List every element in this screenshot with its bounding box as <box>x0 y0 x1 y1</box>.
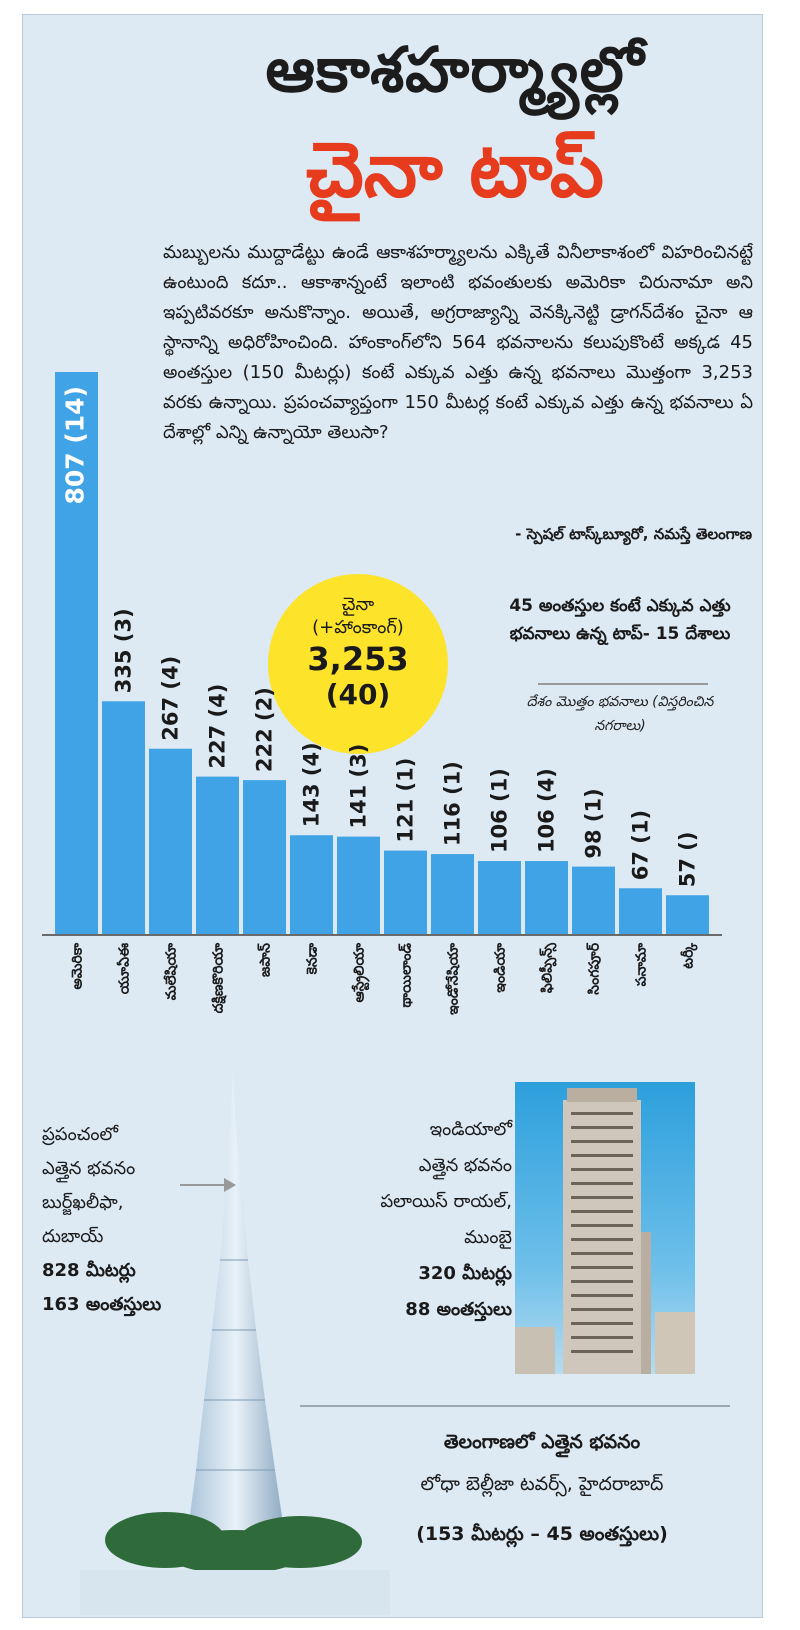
bar-value-label-7: 121 (1) <box>394 758 418 843</box>
india-caption-line-3: పలాయిస్ రాయల్, <box>380 1191 512 1212</box>
category-label-4: జపాన్ <box>257 943 274 977</box>
world-caption-line-3: బుర్జ్‌ఖలీఫా, <box>42 1192 124 1213</box>
india-tallest-height: 320 మీటర్లు <box>418 1263 512 1284</box>
bar-0 <box>55 372 98 935</box>
bar-value-label-12: 67 (1) <box>629 810 653 880</box>
bar-2 <box>149 748 192 935</box>
bar-value-label-1: 335 (3) <box>112 608 136 693</box>
bar-chart: 807 (14) 335 (3) 267 (4) 227 (4) 222 (2) 143 … <box>42 372 722 1015</box>
category-label-13: టర్కీ <box>680 943 698 969</box>
palais-royale-photo <box>515 1082 695 1374</box>
india-caption-line-1: ఇండియాలో <box>429 1119 512 1140</box>
bar-value-label-3: 227 (4) <box>206 684 230 769</box>
category-label-0: అమెరికా <box>70 942 86 989</box>
category-label-3: దక్షిణకొరియా <box>211 943 227 1014</box>
bar-value-label-13: 57 () <box>676 831 700 887</box>
category-label-10: ఫిలిప్పీన్స్ <box>539 943 558 993</box>
bar-value-label-2: 267 (4) <box>159 656 183 741</box>
headline-line-1: ఆకాశహర్మ్యాల్లో <box>265 33 645 106</box>
bar-value-label-9: 106 (1) <box>488 768 512 853</box>
telangana-building-detail: (153 మీటర్లు – 45 అంతస్తులు) <box>416 1523 668 1545</box>
bar-value-label-11: 98 (1) <box>582 788 606 858</box>
burj-pointer-line <box>180 1184 226 1186</box>
bar-7 <box>384 850 427 935</box>
headline-line-2: చైనా టాప్ <box>306 125 604 214</box>
bar-12 <box>619 888 662 935</box>
category-label-8: ఇండోనేషియా <box>445 943 462 1015</box>
bar-3 <box>196 776 239 935</box>
world-tallest-caption: ప్రపంచంలో ఎత్తైన భవనం బుర్జ్‌ఖలీఫా, దుబా… <box>42 1118 202 1322</box>
category-label-7: థాయిలాండ్ <box>398 942 415 1007</box>
china-sublabel: (+హాంకాంగ్) <box>312 617 404 638</box>
bar-value-label-0: 807 (14) <box>61 386 90 505</box>
world-caption-line-4: దుబాయ్ <box>42 1226 104 1247</box>
bar-value-label-5: 143 (4) <box>300 742 324 827</box>
telangana-title: తెలంగాణలో ఎత్తైన భవనం <box>443 1431 641 1453</box>
bar-11 <box>572 866 615 935</box>
bar-labels-group: 807 (14) 335 (3) 267 (4) 227 (4) 222 (2) 143 … <box>61 386 700 887</box>
bars-group <box>55 372 709 935</box>
china-highlight-badge: చైనా (+హాంకాంగ్) 3,253 (40) <box>268 574 448 754</box>
category-label-9: ఇండియా <box>493 943 509 993</box>
india-caption-line-2: ఎత్తైన భవనం <box>418 1155 512 1176</box>
world-caption-line-1: ప్రపంచంలో <box>42 1124 119 1145</box>
bar-10 <box>525 861 568 935</box>
bar-value-label-4: 222 (2) <box>253 687 277 772</box>
category-label-1: యూఏఈ <box>117 943 133 994</box>
world-caption-line-2: ఎత్తైన భవనం <box>42 1158 136 1179</box>
burj-pointer-arrow-icon <box>224 1178 236 1192</box>
category-label-6: ఆస్ట్రేలియా <box>352 943 371 1003</box>
china-value: 3,253 <box>307 640 409 678</box>
bar-8 <box>431 854 474 935</box>
category-labels-group: అమెరికా యూఏఈ మలేషియా దక్షిణకొరియా జపాన్ కెనడా… <box>70 942 698 1015</box>
chart-legend-note: దేశం మొత్తం భవనాలు (విస్తరించిన నగరాలు) <box>526 694 714 734</box>
bar-value-label-6: 141 (3) <box>347 744 371 829</box>
telangana-divider <box>300 1405 730 1407</box>
category-label-5: కెనడా <box>305 942 321 975</box>
legend-divider <box>538 683 708 685</box>
world-tallest-height: 828 మీటర్లు <box>42 1260 136 1281</box>
bar-4 <box>243 780 286 935</box>
india-tallest-caption: ఇండియాలో ఎత్తైన భవనం పలాయిస్ రాయల్, ముంబ… <box>312 1112 512 1328</box>
bar-value-label-10: 106 (4) <box>535 768 559 853</box>
chart-legend-title: 45 అంతస్తుల కంటే ఎక్కువ ఎత్తు భవనాలు ఉన్… <box>509 596 731 644</box>
world-tallest-floors: 163 అంతస్తులు <box>42 1294 162 1315</box>
china-cities: (40) <box>325 678 391 711</box>
bar-1 <box>102 701 145 935</box>
china-label: చైనా <box>341 594 375 615</box>
category-label-11: సింగపూర్ <box>586 942 603 994</box>
burj-khalifa-illustration <box>80 1070 390 1615</box>
india-tallest-floors: 88 అంతస్తులు <box>405 1299 512 1320</box>
category-label-12: పనామా <box>634 942 650 986</box>
bar-value-label-8: 116 (1) <box>441 761 465 846</box>
byline: - స్పెషల్ టాస్క్‌బ్యూరో, నమస్తే తెలంగాణ <box>515 525 752 543</box>
india-caption-line-4: ముంబై <box>464 1227 512 1248</box>
telangana-building-name: లోధా బెల్లీజా టవర్స్, హైదరాబాద్ <box>420 1473 664 1495</box>
category-label-2: మలేషియా <box>164 942 180 1000</box>
bar-5 <box>290 835 333 935</box>
intro-paragraph: మబ్బులను ముద్దాడేట్టు ఉండే ఆకాశహర్మ్యాలన… <box>163 242 753 443</box>
bar-6 <box>337 836 380 935</box>
bar-13 <box>666 895 709 935</box>
bar-9 <box>478 861 521 935</box>
